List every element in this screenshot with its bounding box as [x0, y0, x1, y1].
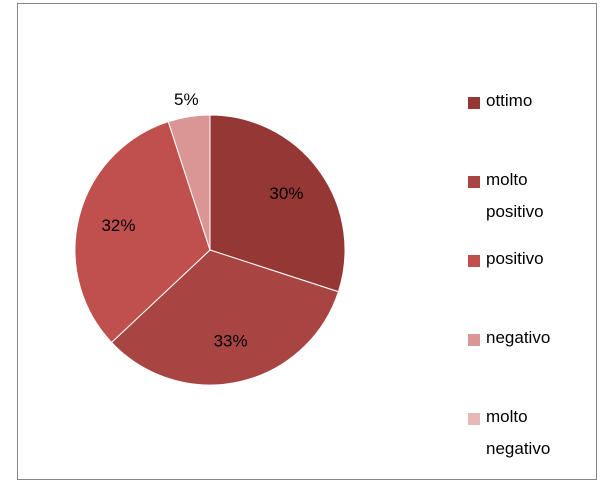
legend-item: negativo: [468, 328, 578, 354]
legend-item: ottimo: [468, 91, 578, 117]
legend-swatch: [468, 255, 480, 267]
legend-label: positivo: [486, 249, 544, 268]
pie-slice: [167, 114, 211, 251]
pie-slice: [110, 249, 340, 386]
legend-swatch: [468, 413, 480, 425]
data-label: 32%: [101, 216, 135, 235]
legend-swatch: [468, 334, 480, 346]
legend-item: positivo: [468, 249, 578, 275]
legend-item: molto negativo: [468, 407, 578, 465]
legend-label: negativo: [486, 328, 551, 347]
data-label: 33%: [214, 332, 248, 351]
legend-label: molto negativo: [486, 407, 551, 458]
legend-item: molto positivo: [468, 170, 578, 228]
legend-label: molto positivo: [486, 170, 544, 221]
legend-swatch: [468, 97, 480, 109]
data-label: 5%: [174, 90, 199, 109]
pie-slice: [74, 120, 211, 344]
legend-swatch: [468, 176, 480, 188]
data-label: 30%: [269, 184, 303, 203]
pie-slice: [209, 114, 346, 293]
legend-label: ottimo: [486, 91, 533, 110]
